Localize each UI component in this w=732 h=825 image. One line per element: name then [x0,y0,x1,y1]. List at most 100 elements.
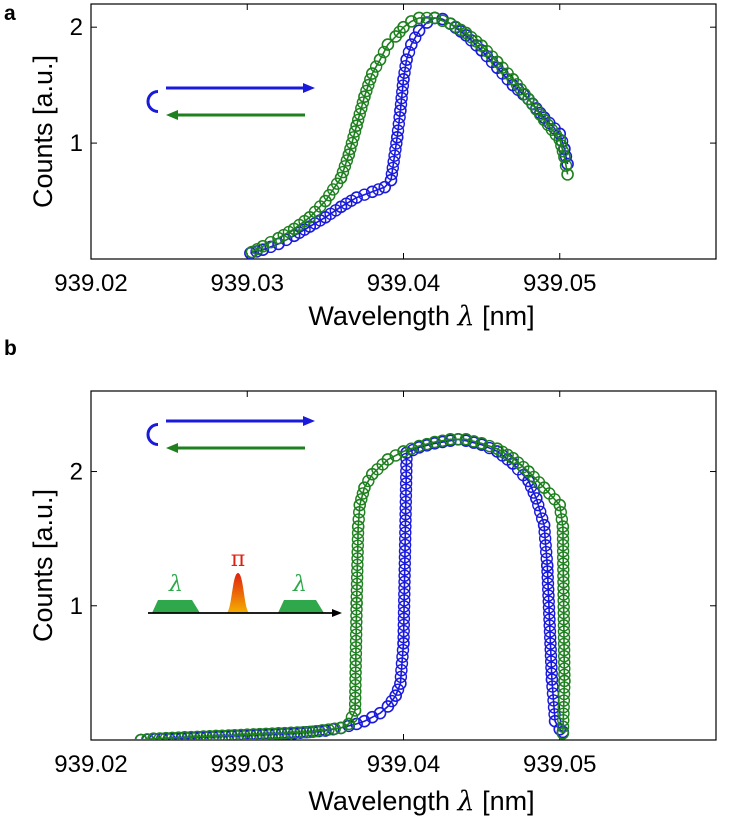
data-point [348,704,362,717]
data-point-sample [351,545,364,559]
data-point-sample [398,563,411,576]
data-point-sample [356,96,370,109]
data-point-sample [203,730,216,740]
data-point-sample [222,729,235,740]
data-point-sample [360,84,373,98]
data-point-sample [398,551,412,564]
turnaround-icon [146,423,159,446]
data-point-sample [389,143,402,156]
data-point-sample [409,31,422,44]
data-point-sample [395,657,409,670]
data-point-sample [153,732,166,740]
left-arrow-head [166,443,178,453]
data-point-sample [483,439,496,453]
data-point-sample [400,458,413,472]
sweep-direction-arrows-icon [146,83,315,120]
data-point-sample [555,139,568,152]
data-point-sample [542,589,555,602]
data-point [381,38,395,51]
data-point-sample [345,136,359,150]
data-point-sample [556,551,570,564]
data-point-sample [557,606,570,620]
data-point-sample [347,131,360,144]
data-point-sample [545,667,558,680]
panel-b: b 939.02 939.03 939.04 939.05 1 2 Counts [a.u.]… [4,337,717,817]
data-point-sample [544,637,557,650]
x-tick-label: 939.03 [211,270,284,297]
data-point-sample [543,613,556,626]
panel-a: a 939.02 939.03 939.04 939.05 1 2 Counts [a.u.]… [4,2,717,332]
data-point-sample [396,85,409,99]
data-point-sample [399,526,412,539]
data-point-sample [297,726,310,739]
data-point-sample [556,545,570,558]
data-point-sample [362,78,375,92]
x-axis-label: Wavelength λ [nm] [308,301,534,332]
data-point-sample [546,680,559,693]
data-point-sample [264,235,277,249]
pi-pulse-label: π [231,547,245,572]
x-axis-label-lambda-symbol: λ [456,786,474,817]
data-point-sample [558,668,571,681]
y-tick-label: 1 [70,593,83,620]
data-point-sample [557,588,570,601]
data-point-sample [557,563,570,576]
series-sweep_down [245,11,574,259]
data-point-sample [284,726,298,739]
data-point-sample [557,631,571,644]
data-point [394,677,407,690]
data-point-sample [394,670,408,684]
data-point [350,191,363,204]
data-point-sample [247,728,260,740]
data-point-sample [556,720,570,733]
data-point-sample [388,149,401,162]
series-line [251,17,569,253]
y-tick-label: 1 [70,130,83,157]
data-point-sample [364,73,377,86]
data-point-sample [397,624,410,638]
x-axis-label-text: Wavelength [308,786,457,816]
data-point-sample [557,557,570,570]
data-point-sample [398,575,411,589]
data-point-sample [554,506,567,519]
x-axis-label-lambda-symbol: λ [456,301,474,332]
data-point [209,729,223,740]
data-point-sample [396,650,409,663]
data-point-sample [349,666,362,679]
y-axis-label: Counts [a.u.] [28,55,58,208]
data-point-sample [349,679,362,692]
data-point [373,706,387,720]
data-point-sample [396,79,410,92]
data-point-sample [395,664,408,677]
data-point-sample [396,643,410,657]
data-point [389,689,402,703]
data-point [540,559,554,572]
data-point-sample [141,733,154,740]
data-point-sample [535,512,549,525]
data-point-sample [556,145,570,158]
series-sweep_down [134,433,571,740]
data-point-sample [545,661,558,674]
data-point-sample [386,161,399,175]
data-point [334,721,348,735]
data-point [397,637,410,650]
series-line [140,438,566,740]
data-point [245,245,259,259]
data-point-sample [534,505,547,519]
data-point-sample [399,514,412,527]
data-point-sample [527,486,540,499]
data-point-sample [399,495,413,509]
data-point-sample [291,726,304,739]
x-tick-label: 939.02 [54,270,127,297]
x-tick-label: 939.04 [367,270,440,297]
data-point [384,173,398,187]
data-point-sample [316,724,329,737]
data-point-sample [399,520,412,533]
data-point-sample [389,449,402,462]
data-point-sample [541,565,554,578]
data-point-sample [216,729,229,740]
data-point [389,30,402,43]
data-point-sample [399,508,412,521]
data-point-sample [544,643,557,656]
data-point [134,733,148,740]
